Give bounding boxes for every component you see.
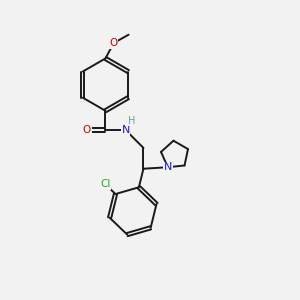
Text: Cl: Cl bbox=[100, 179, 110, 189]
Text: O: O bbox=[83, 125, 91, 135]
Text: H: H bbox=[128, 116, 136, 126]
Text: N: N bbox=[164, 162, 172, 172]
Text: N: N bbox=[122, 125, 130, 135]
Text: O: O bbox=[110, 38, 118, 48]
